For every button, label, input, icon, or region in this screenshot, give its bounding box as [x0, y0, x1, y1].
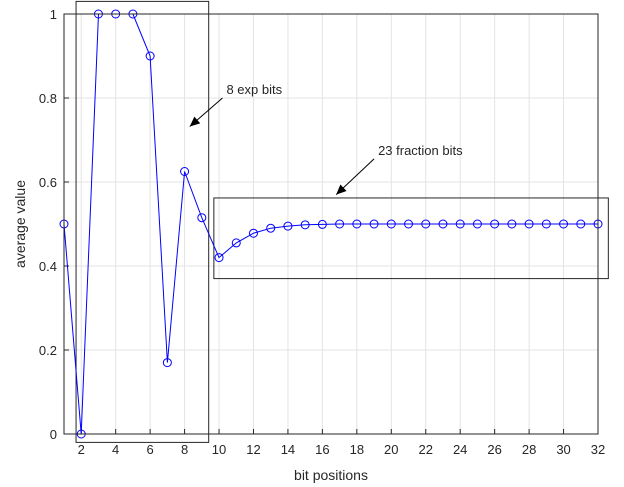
x-tick-label: 12 [246, 442, 260, 457]
data-point [162, 358, 172, 368]
annotation-arrowhead [189, 116, 201, 127]
data-point [248, 228, 258, 238]
annotation-boxes [75, 0, 609, 443]
x-tick-label: 6 [147, 442, 154, 457]
data-point [214, 253, 224, 263]
annotation-labels: 8 exp bits 23 fraction bits [189, 82, 463, 195]
annotation-label: 8 exp bits [226, 82, 282, 97]
x-tick-label: 18 [350, 442, 364, 457]
data-point [369, 219, 379, 229]
data-point [472, 219, 482, 229]
data-point [541, 219, 551, 229]
data-point [317, 219, 327, 229]
series-markers [59, 9, 603, 439]
data-point [404, 219, 414, 229]
data-point [145, 51, 155, 61]
data-point [386, 219, 396, 229]
y-tick-label: 0.4 [39, 259, 57, 274]
data-point [507, 219, 517, 229]
annotation-label: 23 fraction bits [378, 143, 463, 158]
data-point [490, 219, 500, 229]
data-point [524, 219, 534, 229]
annotation-arrowhead [336, 184, 347, 195]
data-point [438, 219, 448, 229]
y-tick-label: 0.8 [39, 91, 57, 106]
x-tick-labels: 2 4 6 8 10 12 14 16 18 20 22 24 26 28 30 32 [78, 442, 606, 457]
data-point [335, 219, 345, 229]
annotation-box [213, 197, 609, 280]
x-tick-label: 24 [453, 442, 467, 457]
x-tick-label: 30 [556, 442, 570, 457]
y-tick-labels: 0 0.2 0.4 0.6 0.8 1 [39, 7, 57, 442]
data-point [266, 223, 276, 233]
data-point [180, 167, 190, 176]
y-tick-label: 0.2 [39, 343, 57, 358]
data-point [283, 221, 293, 231]
x-tick-label: 8 [181, 442, 188, 457]
x-tick-label: 10 [212, 442, 226, 457]
x-tick-label: 20 [384, 442, 398, 457]
annotation-box [75, 0, 210, 443]
data-point [300, 220, 310, 230]
x-tick-label: 26 [487, 442, 501, 457]
x-tick-label: 22 [419, 442, 433, 457]
y-axis-label: average value [12, 180, 28, 268]
x-tick-label: 2 [78, 442, 85, 457]
data-point [559, 219, 569, 229]
x-tick-label: 32 [591, 442, 605, 457]
data-point [455, 219, 465, 229]
plot-frame [63, 13, 599, 435]
data-point [576, 219, 586, 229]
x-tick-label: 16 [315, 442, 329, 457]
data-point [352, 219, 362, 229]
data-point [421, 219, 431, 229]
y-tick-label: 0 [50, 427, 57, 442]
y-tick-label: 1 [50, 7, 57, 22]
x-tick-label: 28 [522, 442, 536, 457]
series-line [63, 13, 598, 435]
data-point [197, 213, 207, 223]
data-point [231, 238, 241, 248]
y-tick-label: 0.6 [39, 175, 57, 190]
x-tick-label: 14 [281, 442, 295, 457]
x-axis-label: bit positions [294, 467, 368, 483]
x-tick-label: 4 [112, 442, 119, 457]
